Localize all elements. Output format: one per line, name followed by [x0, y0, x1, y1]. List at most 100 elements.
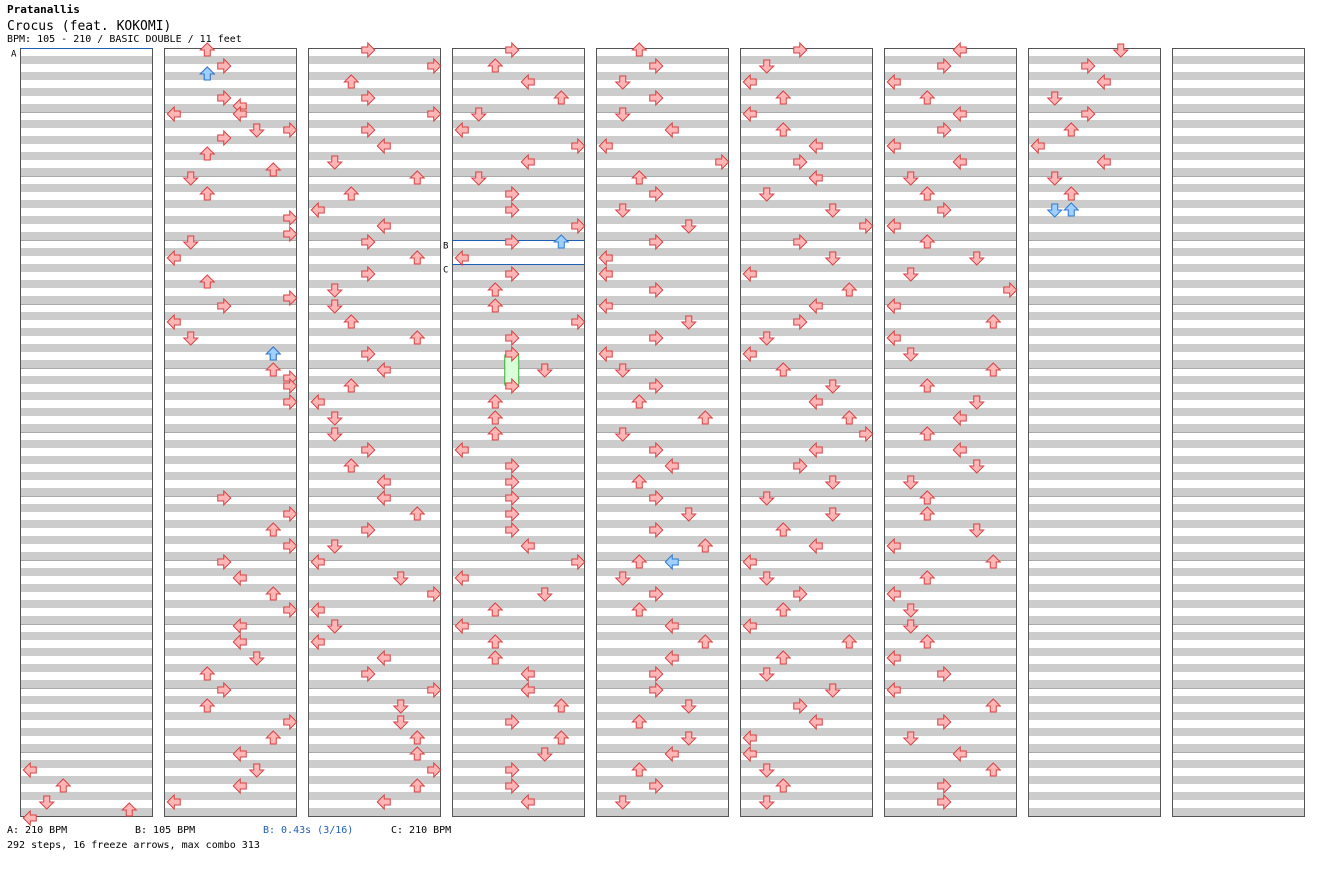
stripe — [884, 584, 1016, 592]
step-arrow — [166, 249, 181, 267]
step-arrow — [808, 297, 823, 315]
stripe — [20, 616, 152, 624]
stripe — [884, 504, 1016, 512]
step-arrow — [742, 345, 757, 363]
step-arrow — [793, 697, 808, 715]
stripe — [740, 728, 872, 736]
step-arrow — [1030, 137, 1045, 155]
stripe — [1172, 200, 1304, 208]
step-arrow — [985, 554, 1002, 569]
stripe — [452, 72, 584, 80]
step-arrow — [283, 505, 298, 523]
lane-4 — [452, 48, 585, 817]
step-arrow — [571, 137, 586, 155]
stripe — [1172, 744, 1304, 752]
stripe — [740, 360, 872, 368]
step-arrow — [553, 698, 570, 713]
stripe — [596, 552, 728, 560]
step-arrow — [952, 41, 967, 59]
stripe — [1172, 216, 1304, 224]
stripe — [452, 792, 584, 800]
stripe — [884, 744, 1016, 752]
stripe — [452, 600, 584, 608]
step-arrow — [649, 681, 664, 699]
step-arrow — [742, 617, 757, 635]
stripe — [596, 568, 728, 576]
stripe — [164, 568, 296, 576]
stripe — [596, 216, 728, 224]
stripe — [452, 152, 584, 160]
stripe — [884, 152, 1016, 160]
stripe — [452, 280, 584, 288]
stripe — [20, 232, 152, 240]
step-arrow — [824, 683, 841, 698]
stripe — [452, 616, 584, 624]
stripe — [164, 232, 296, 240]
stripe — [1172, 792, 1304, 800]
stripe — [596, 56, 728, 64]
step-arrow — [1046, 91, 1063, 106]
stripe — [596, 584, 728, 592]
stripe — [596, 776, 728, 784]
stripe — [884, 312, 1016, 320]
stripe — [20, 216, 152, 224]
step-arrow — [841, 410, 858, 425]
step-arrow — [664, 617, 679, 635]
step-arrow — [376, 473, 391, 491]
stripe — [596, 72, 728, 80]
stripe — [452, 328, 584, 336]
step-arrow — [248, 123, 265, 138]
step-arrow — [520, 665, 535, 683]
step-arrow — [376, 361, 391, 379]
step-arrow — [505, 185, 520, 203]
stripe — [740, 232, 872, 240]
stripe — [596, 328, 728, 336]
stripe — [1028, 408, 1160, 416]
step-arrow — [409, 330, 426, 345]
stripe — [308, 296, 440, 304]
stripe — [20, 408, 152, 416]
stripe — [1172, 184, 1304, 192]
stripe — [740, 584, 872, 592]
stripe — [452, 440, 584, 448]
stripe — [308, 584, 440, 592]
stripe — [308, 360, 440, 368]
step-arrow — [427, 585, 442, 603]
step-arrow — [614, 363, 631, 378]
stripe — [596, 264, 728, 272]
stripe — [164, 184, 296, 192]
stripe — [1028, 680, 1160, 688]
stripe — [1028, 488, 1160, 496]
step-arrow — [505, 201, 520, 219]
stripe — [452, 136, 584, 144]
stripe — [740, 504, 872, 512]
step-arrow — [859, 425, 874, 443]
stripe — [308, 536, 440, 544]
step-arrow — [1081, 57, 1096, 75]
step-arrow — [902, 171, 919, 186]
step-arrow — [166, 105, 181, 123]
stripe — [20, 280, 152, 288]
step-arrow — [376, 489, 391, 507]
step-arrow — [902, 603, 919, 618]
stripe — [1028, 600, 1160, 608]
step-arrow — [536, 587, 553, 602]
step-arrow — [232, 745, 247, 763]
stripe — [740, 520, 872, 528]
step-arrow — [505, 473, 520, 491]
step-arrow — [343, 378, 360, 393]
step-arrow — [232, 633, 247, 651]
stripe — [596, 200, 728, 208]
stripe — [1172, 472, 1304, 480]
step-arrow — [886, 137, 901, 155]
step-arrow — [793, 313, 808, 331]
step-arrow — [758, 795, 775, 810]
stripe — [308, 616, 440, 624]
stripe — [20, 456, 152, 464]
step-arrow — [775, 778, 792, 793]
stripe — [1028, 504, 1160, 512]
stripe — [452, 312, 584, 320]
stripe — [740, 552, 872, 560]
step-arrow — [505, 505, 520, 523]
stripe — [164, 648, 296, 656]
